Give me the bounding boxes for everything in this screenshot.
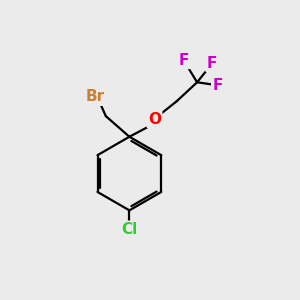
Text: Cl: Cl	[121, 222, 137, 237]
Text: O: O	[148, 112, 161, 127]
Text: F: F	[207, 56, 217, 70]
Text: Br: Br	[86, 89, 105, 104]
Text: F: F	[212, 78, 223, 93]
Text: F: F	[179, 53, 189, 68]
